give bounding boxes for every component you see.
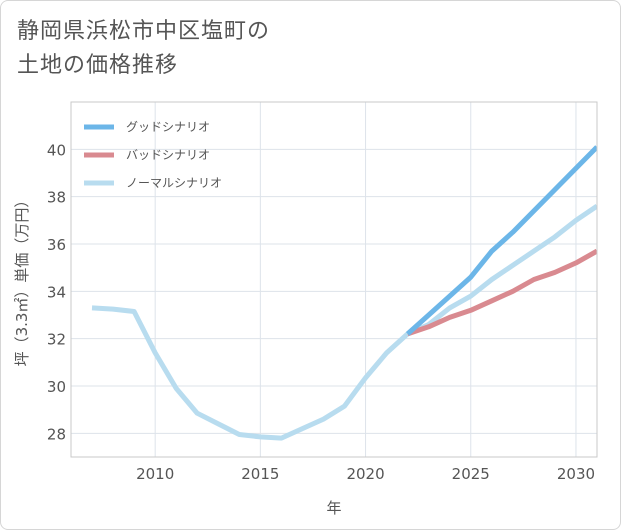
y-tick-label: 34 bbox=[47, 283, 66, 301]
series-line-1 bbox=[406, 248, 597, 337]
x-tick-label: 2030 bbox=[557, 465, 595, 483]
y-tick-label: 32 bbox=[47, 331, 66, 349]
y-tick-label: 40 bbox=[47, 141, 66, 159]
x-tick-label: 2010 bbox=[136, 465, 174, 483]
chart-title-line-2: 土地の価格推移 bbox=[17, 53, 179, 78]
legend-label: バッドシナリオ bbox=[126, 148, 210, 162]
plot-frame bbox=[70, 101, 598, 458]
y-tick-label: 30 bbox=[47, 378, 66, 396]
y-axis-label: 坪（3.3㎡）単価（万円） bbox=[13, 193, 31, 367]
axes bbox=[70, 101, 598, 458]
series-lines bbox=[91, 145, 597, 441]
series-line-0 bbox=[405, 145, 597, 336]
x-tick-label: 2025 bbox=[452, 465, 490, 483]
legend-label: グッドシナリオ bbox=[126, 120, 210, 134]
series-line-2 bbox=[91, 204, 597, 441]
chart-title-line-1: 静岡県浜松市中区塩町の bbox=[17, 19, 271, 44]
y-tick-label: 36 bbox=[47, 236, 66, 254]
x-tick-label: 2015 bbox=[241, 465, 279, 483]
x-tick-label: 2020 bbox=[346, 465, 384, 483]
x-axis-label: 年 bbox=[326, 499, 341, 517]
legend-label: ノーマルシナリオ bbox=[126, 176, 222, 190]
y-tick-label: 28 bbox=[47, 425, 66, 443]
y-tick-label: 38 bbox=[47, 189, 66, 207]
tick-labels: 2010 2015 2020 2025 2030 28 30 32 34 36 38 40 bbox=[47, 141, 595, 483]
chart-title: 静岡県浜松市中区塩町の 土地の価格推移 bbox=[17, 15, 270, 83]
